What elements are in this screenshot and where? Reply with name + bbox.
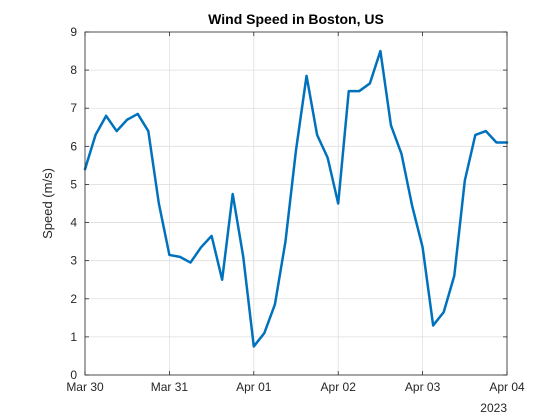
y-tick-label: 6: [70, 139, 77, 153]
x-tick-labels: Mar 30 Mar 31 Apr 01 Apr 02 Apr 03 Apr 04: [66, 380, 525, 394]
y-tick-label: 4: [70, 216, 77, 230]
y-tick-label: 2: [70, 292, 77, 306]
y-tick-label: 5: [70, 177, 77, 191]
y-tick-label: 9: [70, 25, 77, 39]
x-tick-label: Mar 30: [66, 380, 104, 394]
x-axis-year-label: 2023: [480, 401, 507, 415]
y-tick-label: 1: [70, 330, 77, 344]
y-tick-label: 0: [70, 368, 77, 382]
x-tick-label: Apr 04: [489, 380, 525, 394]
x-tick-label: Apr 01: [236, 380, 272, 394]
tick-marks: [84, 31, 508, 376]
y-tick-label: 7: [70, 101, 77, 115]
y-axis-label: Speed (m/s): [40, 168, 55, 239]
chart-title: Wind Speed in Boston, US: [208, 11, 384, 27]
plot-frame: [84, 31, 508, 376]
y-tick-labels: 0 1 2 3 4 5 6 7 8 9: [70, 25, 77, 382]
y-tick-label: 3: [70, 254, 77, 268]
series-layer: [83, 49, 509, 348]
series-line: [83, 49, 509, 348]
grid-lines: [84, 31, 508, 376]
x-tick-label: Mar 31: [151, 380, 189, 394]
x-tick-label: Apr 02: [321, 380, 357, 394]
x-tick-label: Apr 03: [405, 380, 441, 394]
y-tick-label: 8: [70, 63, 77, 77]
plot-area: [85, 32, 507, 375]
